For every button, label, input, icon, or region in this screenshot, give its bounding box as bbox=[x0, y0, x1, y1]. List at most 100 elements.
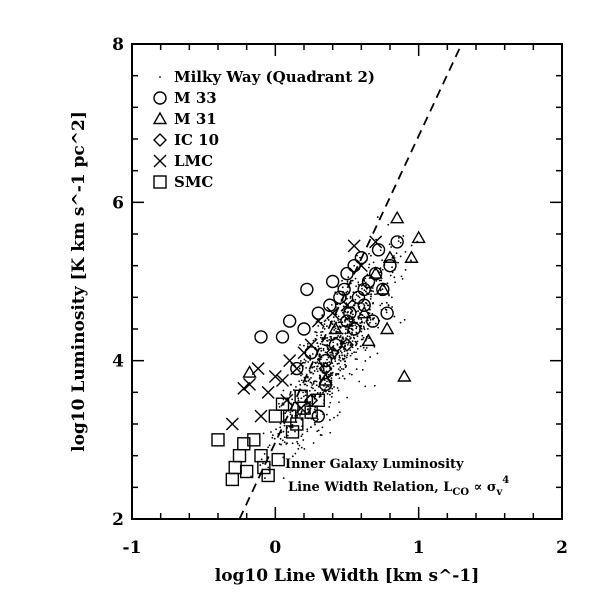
point-smc bbox=[268, 409, 283, 423]
point-milky-way-quadrant-2 bbox=[327, 373, 330, 376]
point-milky-way-quadrant-2 bbox=[319, 354, 322, 356]
point-milky-way-quadrant-2 bbox=[374, 322, 377, 325]
point-m-31 bbox=[318, 373, 333, 386]
point-milky-way-quadrant-2 bbox=[329, 320, 332, 323]
point-milky-way-quadrant-2 bbox=[291, 442, 294, 445]
point-milky-way-quadrant-2 bbox=[315, 331, 318, 334]
point-smc bbox=[275, 397, 290, 411]
point-milky-way-quadrant-2 bbox=[355, 325, 358, 328]
point-milky-way-quadrant-2 bbox=[346, 344, 349, 346]
point-milky-way-quadrant-2 bbox=[282, 477, 285, 480]
point-milky-way-quadrant-2 bbox=[344, 344, 346, 347]
point-milky-way-quadrant-2 bbox=[344, 363, 346, 366]
point-milky-way-quadrant-2 bbox=[319, 342, 322, 345]
point-milky-way-quadrant-2 bbox=[381, 302, 383, 305]
point-milky-way-quadrant-2 bbox=[373, 384, 376, 387]
point-m-31 bbox=[368, 266, 383, 279]
annotation-sup: 4 bbox=[502, 475, 509, 486]
point-milky-way-quadrant-2 bbox=[353, 264, 356, 267]
point-milky-way-quadrant-2 bbox=[327, 376, 330, 378]
point-milky-way-quadrant-2 bbox=[337, 334, 340, 337]
point-milky-way-quadrant-2 bbox=[355, 341, 357, 344]
point-milky-way-quadrant-2 bbox=[341, 354, 343, 357]
point-milky-way-quadrant-2 bbox=[360, 330, 363, 333]
point-milky-way-quadrant-2 bbox=[403, 318, 406, 321]
point-milky-way-quadrant-2 bbox=[328, 406, 331, 408]
point-milky-way-quadrant-2 bbox=[344, 332, 347, 335]
point-milky-way-quadrant-2 bbox=[345, 337, 347, 339]
point-milky-way-quadrant-2 bbox=[393, 276, 396, 279]
point-milky-way-quadrant-2 bbox=[321, 343, 324, 346]
point-milky-way-quadrant-2 bbox=[336, 293, 339, 296]
point-milky-way-quadrant-2 bbox=[301, 433, 304, 436]
series-lmc bbox=[225, 235, 383, 431]
point-milky-way-quadrant-2 bbox=[356, 347, 359, 350]
legend-marker-circle bbox=[153, 91, 167, 105]
point-milky-way-quadrant-2 bbox=[302, 439, 305, 441]
point-milky-way-quadrant-2 bbox=[374, 293, 376, 296]
point-milky-way-quadrant-2 bbox=[376, 352, 379, 355]
point-milky-way-quadrant-2 bbox=[326, 392, 329, 395]
point-milky-way-quadrant-2 bbox=[398, 237, 400, 239]
point-milky-way-quadrant-2 bbox=[346, 324, 349, 327]
point-milky-way-quadrant-2 bbox=[356, 335, 359, 338]
point-milky-way-quadrant-2 bbox=[310, 363, 313, 366]
point-milky-way-quadrant-2 bbox=[320, 362, 323, 365]
point-milky-way-quadrant-2 bbox=[337, 389, 340, 392]
point-milky-way-quadrant-2 bbox=[344, 366, 347, 369]
point-milky-way-quadrant-2 bbox=[309, 356, 312, 358]
point-milky-way-quadrant-2 bbox=[333, 386, 335, 388]
point-m-33 bbox=[325, 274, 340, 289]
point-milky-way-quadrant-2 bbox=[312, 382, 315, 385]
point-milky-way-quadrant-2 bbox=[363, 280, 366, 282]
point-milky-way-quadrant-2 bbox=[314, 361, 316, 364]
point-milky-way-quadrant-2 bbox=[338, 358, 340, 361]
point-milky-way-quadrant-2 bbox=[337, 315, 340, 318]
point-milky-way-quadrant-2 bbox=[306, 428, 309, 431]
point-milky-way-quadrant-2 bbox=[364, 277, 367, 280]
legend-marker-diamond bbox=[153, 133, 167, 147]
point-milky-way-quadrant-2 bbox=[353, 304, 356, 307]
x-tick-label: -1 bbox=[123, 538, 142, 558]
point-milky-way-quadrant-2 bbox=[331, 354, 334, 356]
point-lmc bbox=[290, 362, 304, 376]
point-milky-way-quadrant-2 bbox=[370, 293, 373, 296]
point-milky-way-quadrant-2 bbox=[346, 396, 349, 399]
legend-label: M 33 bbox=[174, 89, 217, 107]
point-milky-way-quadrant-2 bbox=[336, 330, 339, 333]
point-lmc bbox=[251, 362, 265, 376]
point-milky-way-quadrant-2 bbox=[280, 443, 282, 446]
point-milky-way-quadrant-2 bbox=[347, 311, 350, 313]
point-milky-way-quadrant-2 bbox=[354, 358, 357, 360]
annotation-line1: Inner Galaxy Luminosity bbox=[285, 457, 464, 472]
point-milky-way-quadrant-2 bbox=[328, 338, 331, 341]
point-milky-way-quadrant-2 bbox=[298, 367, 301, 370]
point-milky-way-quadrant-2 bbox=[263, 453, 266, 455]
x-tick-label: 2 bbox=[556, 538, 568, 558]
point-milky-way-quadrant-2 bbox=[285, 410, 288, 413]
point-m-31 bbox=[379, 321, 395, 335]
point-milky-way-quadrant-2 bbox=[313, 408, 316, 411]
point-milky-way-quadrant-2 bbox=[351, 346, 354, 349]
point-milky-way-quadrant-2 bbox=[316, 430, 319, 433]
point-milky-way-quadrant-2 bbox=[341, 321, 344, 324]
annotation-line2-main: Line Width Relation, L bbox=[288, 480, 452, 495]
point-milky-way-quadrant-2 bbox=[378, 279, 381, 282]
point-milky-way-quadrant-2 bbox=[345, 356, 348, 359]
point-milky-way-quadrant-2 bbox=[351, 279, 354, 282]
point-smc bbox=[232, 448, 247, 463]
point-milky-way-quadrant-2 bbox=[319, 336, 322, 339]
point-milky-way-quadrant-2 bbox=[338, 325, 341, 328]
point-m-31 bbox=[361, 333, 376, 347]
point-milky-way-quadrant-2 bbox=[325, 413, 328, 416]
point-milky-way-quadrant-2 bbox=[306, 430, 309, 433]
point-milky-way-quadrant-2 bbox=[336, 343, 339, 345]
point-milky-way-quadrant-2 bbox=[330, 337, 333, 340]
point-milky-way-quadrant-2 bbox=[341, 337, 344, 340]
point-milky-way-quadrant-2 bbox=[314, 411, 317, 414]
annotation-sub-co: CO bbox=[452, 487, 469, 498]
point-milky-way-quadrant-2 bbox=[302, 391, 304, 394]
point-milky-way-quadrant-2 bbox=[335, 373, 337, 376]
point-milky-way-quadrant-2 bbox=[350, 282, 352, 285]
point-milky-way-quadrant-2 bbox=[327, 347, 330, 350]
